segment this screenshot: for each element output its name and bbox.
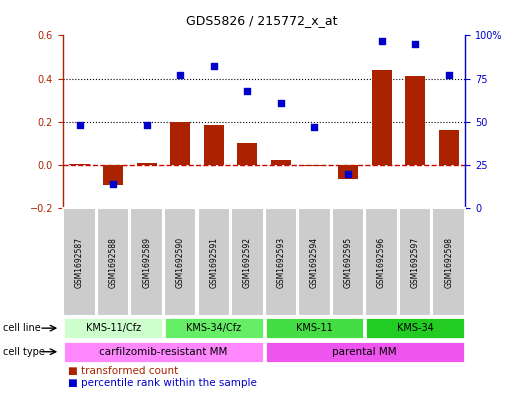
- Bar: [237, 143, 257, 165]
- Point: [378, 37, 386, 44]
- Text: GSM1692587: GSM1692587: [75, 237, 84, 288]
- Bar: [170, 122, 190, 165]
- Text: GSM1692598: GSM1692598: [444, 237, 453, 288]
- Bar: [103, 165, 123, 184]
- Text: GSM1692594: GSM1692594: [310, 237, 319, 288]
- Point: [310, 124, 319, 130]
- Bar: [338, 165, 358, 179]
- Text: GSM1692590: GSM1692590: [176, 237, 185, 288]
- Bar: [304, 165, 324, 166]
- Text: GSM1692597: GSM1692597: [411, 237, 419, 288]
- Text: parental MM: parental MM: [333, 347, 397, 357]
- Point: [445, 72, 453, 78]
- Bar: [405, 76, 425, 165]
- Text: cell type: cell type: [3, 347, 44, 357]
- Text: KMS-34: KMS-34: [397, 323, 434, 333]
- Text: GSM1692588: GSM1692588: [109, 237, 118, 288]
- Text: GSM1692589: GSM1692589: [142, 237, 151, 288]
- Text: ■ percentile rank within the sample: ■ percentile rank within the sample: [68, 378, 257, 388]
- Text: ■ transformed count: ■ transformed count: [68, 366, 178, 376]
- Point: [411, 41, 419, 47]
- Point: [75, 122, 84, 129]
- Text: GSM1692596: GSM1692596: [377, 237, 386, 288]
- Text: carfilzomib-resistant MM: carfilzomib-resistant MM: [99, 347, 228, 357]
- Bar: [137, 163, 157, 165]
- Text: GDS5826 / 215772_x_at: GDS5826 / 215772_x_at: [186, 14, 337, 27]
- Point: [277, 100, 285, 106]
- Point: [344, 171, 352, 177]
- Bar: [204, 125, 224, 165]
- Text: cell line: cell line: [3, 323, 40, 333]
- Text: KMS-34/Cfz: KMS-34/Cfz: [186, 323, 241, 333]
- Text: GSM1692591: GSM1692591: [209, 237, 218, 288]
- Text: GSM1692593: GSM1692593: [276, 237, 286, 288]
- Point: [243, 88, 252, 94]
- Bar: [371, 70, 392, 165]
- Bar: [439, 130, 459, 165]
- Text: KMS-11/Cfz: KMS-11/Cfz: [86, 323, 141, 333]
- Point: [210, 63, 218, 70]
- Bar: [271, 160, 291, 165]
- Text: GSM1692592: GSM1692592: [243, 237, 252, 288]
- Bar: [70, 164, 89, 165]
- Point: [176, 72, 185, 78]
- Point: [142, 122, 151, 129]
- Text: KMS-11: KMS-11: [296, 323, 333, 333]
- Text: GSM1692595: GSM1692595: [344, 237, 353, 288]
- Point: [109, 181, 117, 187]
